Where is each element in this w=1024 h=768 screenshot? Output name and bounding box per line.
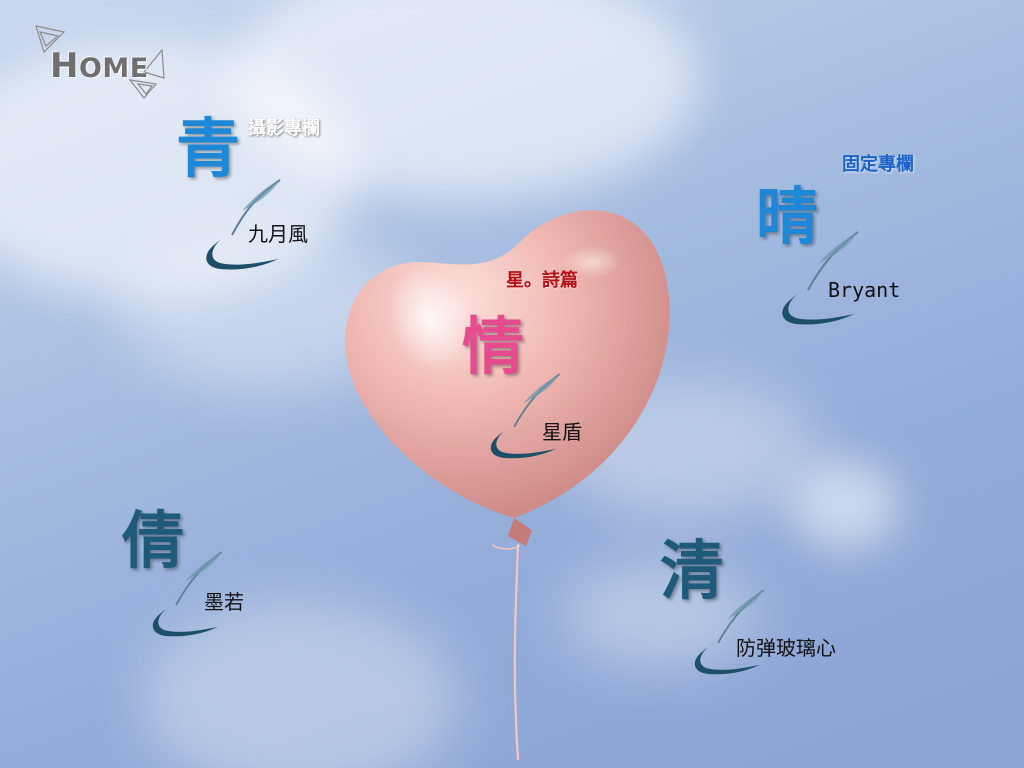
- entry-qing-clear[interactable]: 清 防弹玻璃心: [660, 540, 910, 690]
- section-regular-column[interactable]: 固定專欄: [842, 150, 914, 176]
- glyph-qing-feeling: 情: [462, 316, 524, 378]
- entry-qian[interactable]: 倩 墨若: [122, 510, 282, 640]
- section-photo-column[interactable]: 攝影專欄: [248, 114, 320, 140]
- section-star-poems[interactable]: 星。詩篇: [506, 266, 578, 292]
- glyph-qian: 倩: [122, 510, 184, 572]
- entry-qing-sunny[interactable]: 晴 Bryant: [752, 180, 962, 330]
- glyph-qing: 青: [176, 118, 240, 182]
- author-signature: 九月風: [248, 218, 308, 247]
- glyph-qing-sunny: 晴: [756, 186, 818, 248]
- author-signature: 星盾: [542, 416, 582, 445]
- author-signature: Bryant: [828, 278, 900, 302]
- glyph-qing-clear: 清: [660, 540, 724, 604]
- author-signature: 墨若: [204, 586, 244, 615]
- cloud: [790, 460, 900, 550]
- home-link[interactable]: HOME: [34, 22, 169, 100]
- home-label: HOME: [50, 46, 149, 86]
- author-signature: 防弹玻璃心: [736, 632, 836, 661]
- entry-qing-feeling[interactable]: 情 星盾: [462, 316, 622, 466]
